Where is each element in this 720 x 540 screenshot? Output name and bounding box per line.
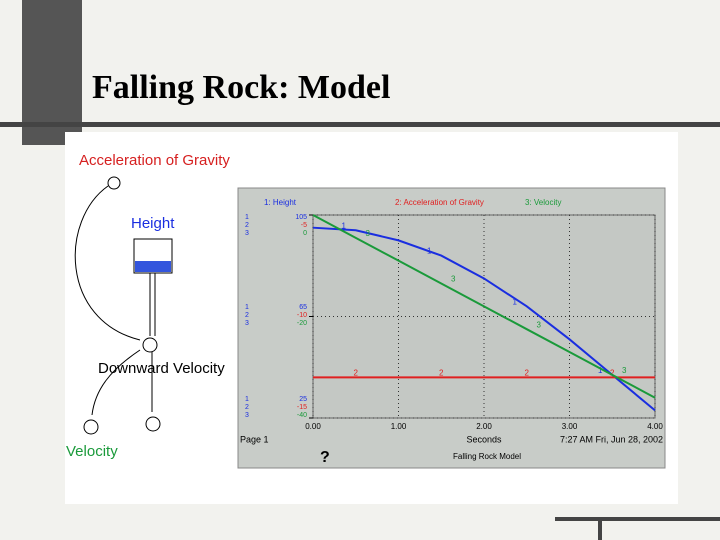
series-id: 3 xyxy=(245,230,249,237)
x-tick-label: 2.00 xyxy=(476,422,492,431)
title-rule xyxy=(0,122,720,127)
stock-fill xyxy=(135,261,171,272)
series-id: 1 xyxy=(245,304,249,311)
stock xyxy=(133,238,173,274)
x-tick-label: 3.00 xyxy=(562,422,578,431)
series-marker: 1 xyxy=(513,297,518,306)
x-tick-label: 0.00 xyxy=(305,422,321,431)
x-tick-label: 1.00 xyxy=(391,422,407,431)
legend-name: Height xyxy=(273,198,297,207)
converter xyxy=(83,419,99,435)
y-tick-label: -20 xyxy=(297,320,307,327)
flow-valve xyxy=(142,337,158,353)
y-tick-label: -40 xyxy=(297,412,307,419)
series-line xyxy=(312,214,656,399)
help-button[interactable]: ? xyxy=(320,449,330,466)
legend-entry: 3: Velocity xyxy=(525,198,561,207)
series-id: 3 xyxy=(245,412,249,419)
series-marker: 2 xyxy=(354,369,359,378)
legend-entry: 2: Acceleration of Gravity xyxy=(395,198,484,207)
series-marker: 1 xyxy=(342,221,347,230)
legend-name: Velocity xyxy=(534,198,562,207)
y-tick-label: -15 xyxy=(297,404,307,411)
series-marker: 3 xyxy=(451,275,456,284)
y-tick-label: 25 xyxy=(299,396,307,403)
legend-entry: 1: Height xyxy=(264,198,297,207)
legend-id: 2: xyxy=(395,198,403,207)
y-tick-label: 0 xyxy=(303,230,307,237)
corner-rule xyxy=(555,517,720,521)
series-marker: 3 xyxy=(622,366,627,375)
series-line xyxy=(312,226,656,412)
y-tick-label: 65 xyxy=(299,304,307,311)
series-marker: 3 xyxy=(537,320,542,329)
series-marker: 2 xyxy=(439,369,444,378)
series-id: 3 xyxy=(245,320,249,327)
legend-id: 3: xyxy=(525,198,534,207)
connector xyxy=(74,185,141,341)
timestamp: 7:27 AM Fri, Jun 28, 2002 xyxy=(560,434,663,444)
series-id: 2 xyxy=(245,222,249,229)
series-id: 2 xyxy=(245,404,249,411)
series-marker: 1 xyxy=(427,247,432,256)
y-tick-label: 105 xyxy=(295,214,307,221)
legend-id: 1: xyxy=(264,198,273,207)
legend-name: Acceleration of Gravity xyxy=(403,198,483,207)
page-label: Page 1 xyxy=(240,434,269,444)
y-tick-label: -5 xyxy=(301,222,307,229)
series-marker: 1 xyxy=(598,366,603,375)
diagram: Acceleration of Gravity Height Downward … xyxy=(66,152,230,460)
series-id: 2 xyxy=(245,312,249,319)
y-tick-label: -10 xyxy=(297,312,307,319)
connector xyxy=(91,349,141,416)
cloud xyxy=(145,416,161,432)
x-axis-label: Seconds xyxy=(466,434,502,444)
slide-title: Falling Rock: Model xyxy=(92,69,390,106)
title-bar-block xyxy=(22,0,82,145)
converter xyxy=(107,176,121,190)
velocity-label: Velocity xyxy=(66,443,118,460)
x-tick-label: 4.00 xyxy=(647,422,663,431)
downward-velocity-label: Downward Velocity xyxy=(98,360,225,377)
series-id: 1 xyxy=(245,396,249,403)
gravity-label: Acceleration of Gravity xyxy=(79,152,230,169)
model-name: Falling Rock Model xyxy=(453,452,521,461)
height-label: Height xyxy=(131,215,175,232)
series-marker: 3 xyxy=(366,229,371,238)
series-marker: 2 xyxy=(525,369,530,378)
corner-rule-v xyxy=(598,517,602,540)
series-marker: 2 xyxy=(610,369,615,378)
series-id: 1 xyxy=(245,214,249,221)
